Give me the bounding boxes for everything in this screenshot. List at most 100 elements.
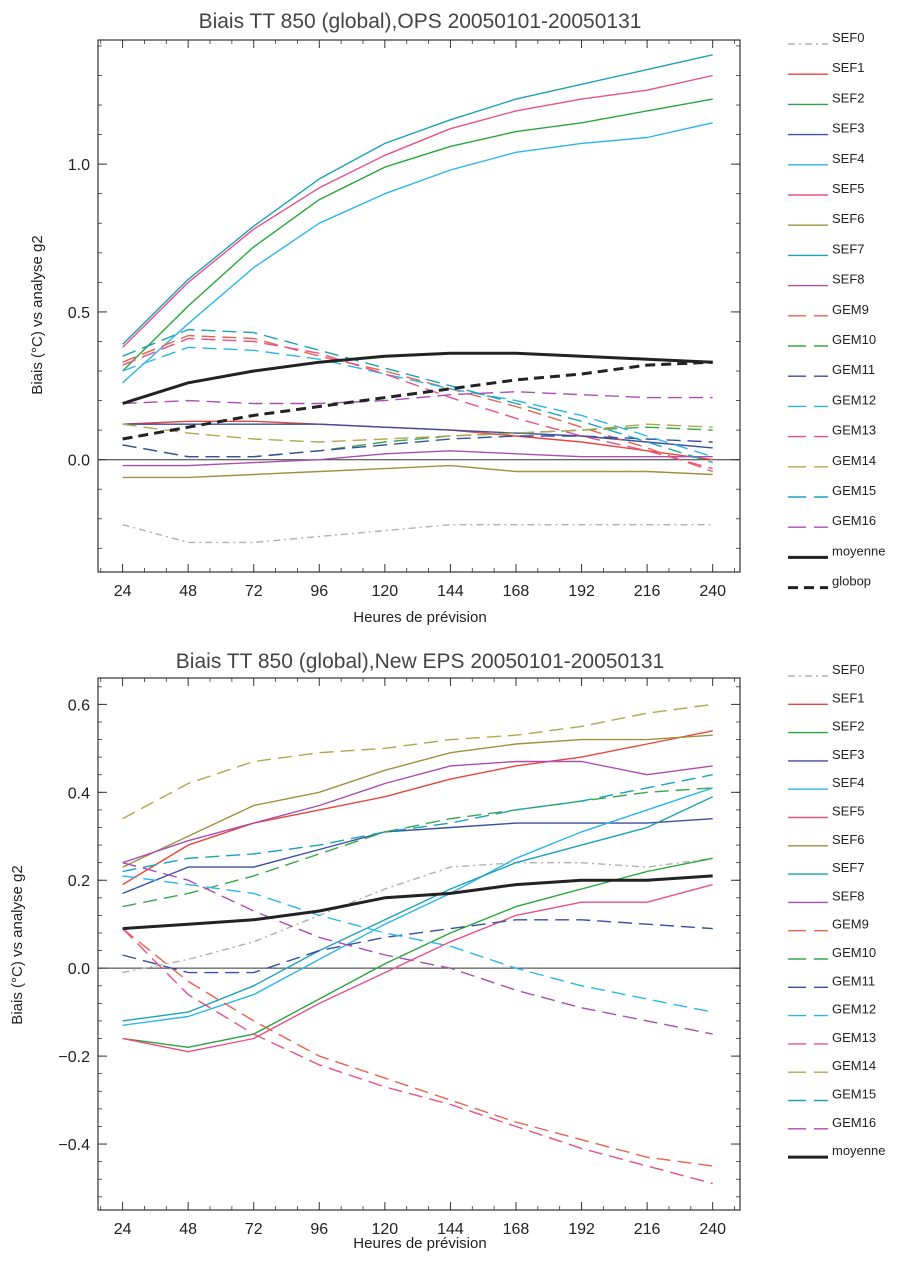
legend-label: SEF4 <box>832 151 865 166</box>
x-tick-label: 96 <box>310 1221 328 1238</box>
series-line-sef0 <box>122 857 713 974</box>
y-tick-label: 0.0 <box>68 453 90 470</box>
chart-title: Biais TT 850 (global),OPS 20050101-20050… <box>199 10 642 33</box>
legend-label: GEM15 <box>832 1087 876 1102</box>
series-line-gem14 <box>122 703 713 820</box>
x-tick-label: 240 <box>699 583 726 600</box>
series-line-sef2 <box>122 98 713 372</box>
x-tick-label: 168 <box>503 1221 530 1238</box>
plot-area: 24 48 72 96 120 144 168 192 216 240 −0.4 −0.2 0.0 0.2… <box>58 677 741 1238</box>
legend-label: GEM10 <box>832 332 876 347</box>
y-axis-label: Biais (°C) vs analyse g2 <box>29 235 46 394</box>
legend-entry-gem14: GEM14 <box>788 1058 876 1073</box>
x-tick-label: 168 <box>503 583 530 600</box>
legend-entry-sef6: SEF6 <box>788 211 865 226</box>
legend-label: SEF3 <box>832 747 865 762</box>
series-line-gem11 <box>122 435 713 458</box>
legend-entry-sef3: SEF3 <box>788 747 865 762</box>
legend-entry-sef1: SEF1 <box>788 690 865 705</box>
legend-label: SEF2 <box>832 719 865 734</box>
plot-frame <box>97 677 741 1211</box>
series-line-sef0 <box>122 524 713 544</box>
legend-label: SEF5 <box>832 804 865 819</box>
legend-entry-gem10: GEM10 <box>788 945 876 960</box>
legend-label: GEM10 <box>832 945 876 960</box>
legend-entry-sef7: SEF7 <box>788 241 865 256</box>
x-tick-label: 240 <box>699 1221 726 1238</box>
series-line-sef5 <box>122 883 713 1053</box>
series-line-gem10 <box>122 426 713 458</box>
x-axis-label: Heures de prévision <box>353 609 486 626</box>
legend-label: GEM12 <box>832 392 876 407</box>
legend-entry-sef0: SEF0 <box>788 30 865 45</box>
series-line-sef8 <box>122 450 713 467</box>
y-tick-label: −0.4 <box>58 1137 90 1154</box>
legend-entry-gem15: GEM15 <box>788 1087 876 1102</box>
legend-label: SEF2 <box>832 90 865 105</box>
y-tick-label: −0.2 <box>58 1049 90 1066</box>
legend-entry-gem12: GEM12 <box>788 392 876 407</box>
series-line-gem16 <box>122 862 713 1035</box>
y-tick-label: 1.0 <box>68 157 90 174</box>
legend-entry-globop: globop <box>788 574 871 590</box>
legend-entry-moyenne: moyenne <box>788 543 885 559</box>
legend: SEF0 SEF1 SEF2 SEF3 SEF4 SEF5 SEF6 SEF7 SEF8 GEM9… <box>788 30 885 590</box>
x-tick-label: 144 <box>437 1221 464 1238</box>
x-tick-label: 48 <box>179 583 197 600</box>
x-axis-label: Heures de prévision <box>353 1235 486 1252</box>
legend: SEF0 SEF1 SEF2 SEF3 SEF4 SEF5 SEF6 SEF7 SEF8 GEM9… <box>788 662 885 1159</box>
legend-label: GEM13 <box>832 1030 876 1045</box>
legend-label: GEM9 <box>832 917 869 932</box>
legend-entry-gem16: GEM16 <box>788 1115 876 1130</box>
legend-entry-gem11: GEM11 <box>788 362 875 377</box>
chart-panel-ops: Biais TT 850 (global),OPS 20050101-20050… <box>29 10 885 626</box>
legend-label: SEF6 <box>832 211 865 226</box>
series-line-sef7 <box>122 54 713 345</box>
legend-label: moyenne <box>832 1143 885 1158</box>
legend-label: SEF6 <box>832 832 865 847</box>
series-line-sef1 <box>122 730 713 886</box>
series-line-moyenne <box>122 874 713 931</box>
legend-label: SEF0 <box>832 662 865 677</box>
x-tick-label: 120 <box>371 1221 398 1238</box>
series-line-gem11 <box>122 919 713 974</box>
series-line-moyenne <box>122 351 713 405</box>
x-tick-label: 72 <box>245 583 263 600</box>
series-line-gem16 <box>122 391 713 405</box>
legend-label: GEM14 <box>832 453 876 468</box>
legend-entry-gem15: GEM15 <box>788 483 876 498</box>
x-tick-label: 192 <box>568 1221 595 1238</box>
y-tick-label: 0.0 <box>68 961 90 978</box>
legend-entry-gem16: GEM16 <box>788 513 876 528</box>
series-line-gem12 <box>122 875 713 1013</box>
series-line-gem15 <box>122 328 713 464</box>
legend-label: SEF5 <box>832 181 865 196</box>
y-tick-label: 0.5 <box>68 305 90 322</box>
legend-label: GEM13 <box>832 423 876 438</box>
legend-label: GEM14 <box>832 1058 876 1073</box>
series-line-gem13 <box>122 928 713 1185</box>
y-tick-label: 0.2 <box>68 873 90 890</box>
x-tick-label: 192 <box>568 583 595 600</box>
legend-label: SEF8 <box>832 272 865 287</box>
legend-label: SEF0 <box>832 30 865 45</box>
legend-entry-sef8: SEF8 <box>788 888 865 903</box>
legend-entry-gem12: GEM12 <box>788 1002 876 1017</box>
x-tick-label: 48 <box>179 1221 197 1238</box>
legend-entry-sef6: SEF6 <box>788 832 865 847</box>
legend-entry-gem9: GEM9 <box>788 917 869 932</box>
chart-title: Biais TT 850 (global),New EPS 20050101-2… <box>176 650 664 673</box>
y-tick-label: 0.6 <box>68 697 90 714</box>
legend-label: GEM9 <box>832 302 869 317</box>
series-line-sef6 <box>122 734 713 868</box>
legend-entry-gem13: GEM13 <box>788 423 876 438</box>
plot-frame <box>97 39 741 573</box>
legend-label: GEM16 <box>832 1115 876 1130</box>
series-line-gem10 <box>122 787 713 908</box>
series-line-sef4 <box>122 787 713 1026</box>
series-line-sef6 <box>122 464 713 479</box>
legend-entry-sef4: SEF4 <box>788 151 865 166</box>
y-axis-label: Biais (°C) vs analyse g2 <box>9 865 26 1024</box>
